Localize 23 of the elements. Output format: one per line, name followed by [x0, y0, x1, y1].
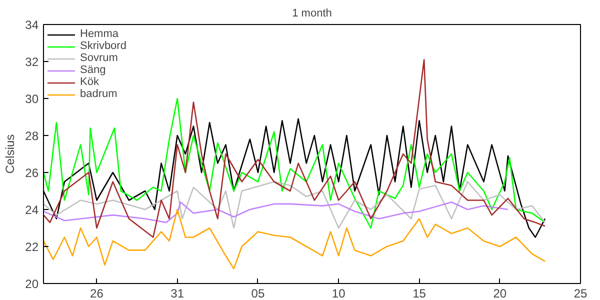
legend-label: Sovrum — [80, 52, 118, 64]
legend-label: Kök — [80, 76, 100, 88]
y-tick-label: 30 — [25, 92, 39, 106]
y-tick-label: 22 — [25, 240, 39, 254]
y-tick-label: 28 — [25, 129, 39, 143]
x-tick-label: 05 — [251, 286, 265, 300]
legend-label: Hemma — [80, 28, 119, 40]
legend-label: Säng — [80, 64, 106, 76]
y-axis-title: Celsius — [3, 134, 18, 174]
y-tick-label: 32 — [25, 55, 39, 69]
x-tick-label: 10 — [332, 286, 346, 300]
x-tick-label: 31 — [170, 286, 184, 300]
legend-label: badrum — [80, 88, 118, 100]
x-tick-label: 15 — [412, 286, 426, 300]
x-tick-label: 26 — [90, 286, 104, 300]
legend-label: Skrivbord — [80, 40, 126, 52]
x-tick-label: 20 — [493, 286, 507, 300]
y-tick-label: 26 — [25, 166, 39, 180]
chart-title: 1 month — [292, 8, 332, 20]
x-tick-label: 25 — [574, 286, 588, 300]
y-tick-label: 20 — [25, 277, 39, 291]
y-tick-label: 34 — [25, 18, 39, 32]
y-tick-label: 24 — [25, 203, 39, 217]
